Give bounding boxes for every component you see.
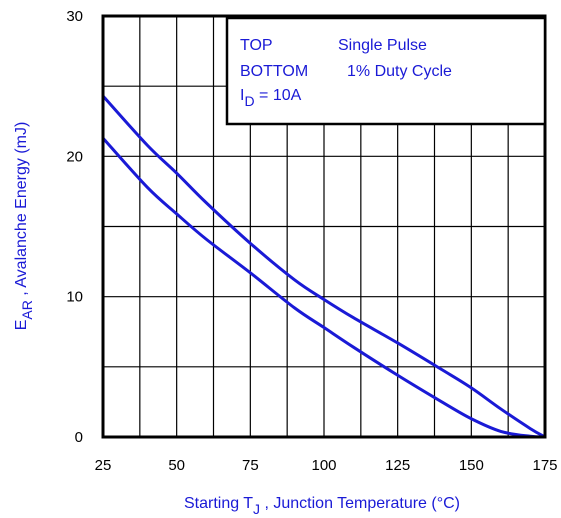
x-tick-label: 150 bbox=[459, 457, 484, 474]
y-axis-title: EAR , Avalanche Energy (mJ) bbox=[13, 122, 35, 331]
legend-bottom-value: 1% Duty Cycle bbox=[347, 63, 452, 80]
y-axis-title-main: E bbox=[13, 320, 30, 331]
y-axis-title-rest: , Avalanche Energy (mJ) bbox=[13, 122, 30, 300]
x-tick-label: 100 bbox=[311, 457, 336, 474]
y-tick-label: 0 bbox=[75, 429, 83, 446]
x-axis-title-rest: , Junction Temperature (°C) bbox=[260, 495, 460, 512]
x-tick-label: 175 bbox=[532, 457, 557, 474]
legend-id-rest: = 10A bbox=[255, 87, 302, 104]
y-tick-label: 20 bbox=[66, 148, 83, 165]
x-tick-label: 75 bbox=[242, 457, 259, 474]
x-tick-label: 50 bbox=[168, 457, 185, 474]
legend-id-main: I bbox=[240, 87, 244, 104]
y-axis-title-sub: AR bbox=[19, 300, 35, 319]
tick-labels: 25 50 75 100 125 150 175 0 10 20 30 bbox=[66, 8, 557, 474]
legend-bottom-key: BOTTOM bbox=[240, 63, 308, 80]
x-axis-title-sub: J bbox=[253, 501, 260, 517]
x-tick-label: 125 bbox=[385, 457, 410, 474]
legend-top-key: TOP bbox=[240, 37, 273, 54]
x-axis-title: Starting TJ , Junction Temperature (°C) bbox=[184, 495, 460, 517]
curves bbox=[101, 94, 546, 439]
legend: TOP Single Pulse BOTTOM 1% Duty Cycle ID… bbox=[225, 16, 547, 126]
legend-top-value: Single Pulse bbox=[338, 37, 427, 54]
series-line-duty-cycle bbox=[101, 137, 546, 439]
y-tick-label: 30 bbox=[66, 8, 83, 25]
plot-frame bbox=[101, 14, 547, 439]
x-tick-label: 25 bbox=[95, 457, 112, 474]
legend-id-condition: ID = 10A bbox=[240, 87, 302, 109]
series-line-single-pulse bbox=[101, 94, 546, 439]
y-tick-label: 10 bbox=[66, 289, 83, 306]
legend-id-sub: D bbox=[244, 93, 254, 109]
legend-box bbox=[225, 16, 547, 126]
x-axis-title-main: Starting T bbox=[184, 495, 253, 512]
